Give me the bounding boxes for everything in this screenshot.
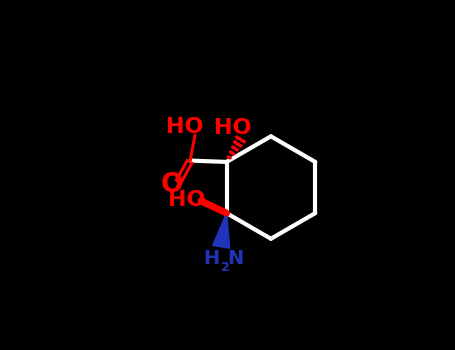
Text: HO: HO xyxy=(168,190,206,210)
Text: HO: HO xyxy=(214,118,252,138)
Polygon shape xyxy=(212,213,230,248)
Text: 2: 2 xyxy=(221,261,230,274)
Text: N: N xyxy=(227,248,243,268)
Text: H: H xyxy=(203,248,219,268)
Text: HO: HO xyxy=(166,118,203,138)
Text: O: O xyxy=(161,172,183,198)
